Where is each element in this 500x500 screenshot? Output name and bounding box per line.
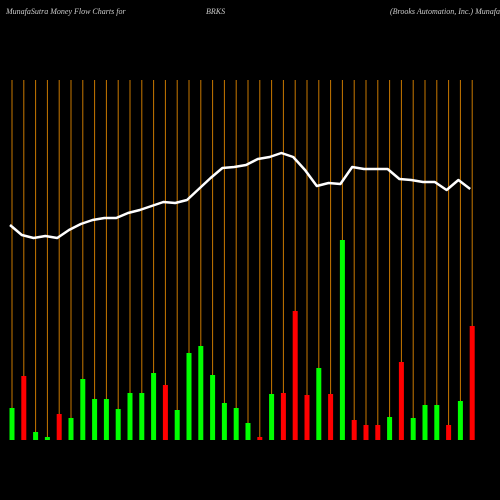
bar bbox=[56, 414, 62, 440]
bar bbox=[304, 395, 310, 440]
bar bbox=[328, 394, 334, 440]
chart-title-company: (Brooks Automation, Inc.) MunafaSutra.co… bbox=[390, 7, 500, 16]
bar bbox=[446, 425, 452, 440]
bar bbox=[127, 393, 133, 440]
bar bbox=[387, 417, 393, 440]
chart-title: MunafaSutra Money Flow Charts for bbox=[5, 7, 126, 16]
bar bbox=[21, 376, 27, 440]
bar bbox=[422, 405, 428, 440]
chart-title-symbol: BRKS bbox=[206, 7, 225, 16]
bar bbox=[174, 410, 180, 440]
bar bbox=[139, 393, 145, 440]
bar bbox=[375, 425, 381, 440]
bar bbox=[92, 399, 98, 440]
bar bbox=[316, 368, 322, 440]
bar bbox=[33, 432, 39, 440]
bar bbox=[186, 353, 192, 440]
bar bbox=[103, 399, 109, 440]
money-flow-line bbox=[9, 151, 471, 240]
bar bbox=[44, 437, 50, 440]
bar bbox=[410, 418, 416, 440]
bar bbox=[351, 420, 357, 440]
bar bbox=[363, 425, 369, 440]
bar bbox=[469, 326, 475, 440]
bar bbox=[198, 346, 204, 440]
bar bbox=[233, 408, 239, 440]
bar bbox=[434, 405, 440, 440]
bar bbox=[162, 385, 168, 440]
bar bbox=[269, 394, 275, 440]
bar bbox=[115, 409, 121, 440]
bar bbox=[257, 437, 263, 440]
bar bbox=[68, 418, 74, 440]
bar bbox=[339, 240, 345, 440]
bar bbox=[245, 423, 251, 440]
bar bbox=[221, 403, 227, 440]
bar bbox=[457, 401, 463, 440]
bar bbox=[398, 362, 404, 440]
bar bbox=[9, 408, 15, 440]
bar bbox=[280, 393, 286, 440]
bar bbox=[80, 379, 86, 440]
bar bbox=[210, 375, 216, 440]
bar bbox=[151, 373, 157, 440]
bar bbox=[292, 311, 298, 440]
